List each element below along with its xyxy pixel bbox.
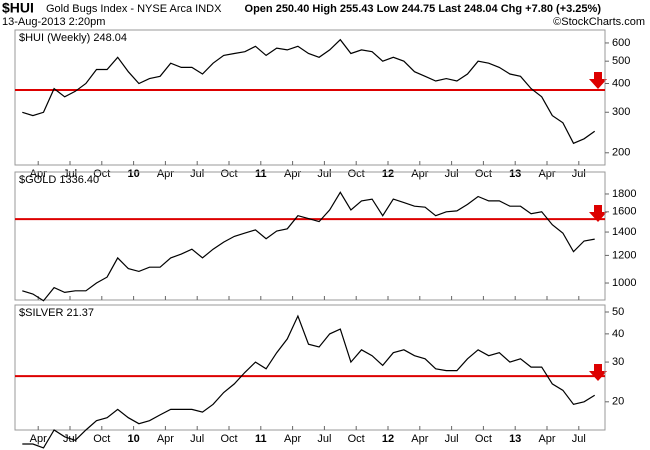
panel-title: $GOLD 1336.40 (19, 174, 99, 186)
arrow (589, 72, 607, 89)
index-name: Gold Bugs Index - NYSE Arca INDX (46, 3, 222, 15)
x-tick-label: 13 (509, 168, 521, 180)
x-tick-label: Oct (93, 168, 110, 180)
x-tick-label: Apr (411, 433, 428, 445)
x-tick-label: Oct (475, 433, 492, 445)
x-tick-label: 12 (382, 168, 394, 180)
x-tick-label: Jul (317, 168, 331, 180)
y-tick-label: 1400 (612, 226, 636, 238)
date: 13-Aug-2013 2:20pm (2, 16, 105, 28)
credit: ©StockCharts.com (553, 16, 645, 28)
x-tick-label: Jul (190, 433, 204, 445)
y-tick-label: 20 (612, 396, 624, 408)
quote: Open 250.40 High 255.43 Low 244.75 Last … (245, 3, 602, 15)
arrow (589, 364, 607, 381)
arrow (589, 205, 607, 222)
x-tick-label: Apr (157, 168, 174, 180)
price-line (22, 38, 596, 145)
x-tick-label: Jul (445, 433, 459, 445)
panel-frame (14, 29, 606, 166)
x-tick-label: Apr (538, 433, 555, 445)
symbol: $HUI (2, 0, 34, 16)
y-tick-label: 30 (612, 356, 624, 368)
y-tick-label: 1000 (612, 277, 636, 289)
x-tick-label: Jul (445, 168, 459, 180)
x-tick-label: Apr (30, 433, 47, 445)
x-tick-label: Oct (220, 168, 237, 180)
panel-title: $HUI (Weekly) 248.04 (19, 32, 127, 44)
x-tick-label: 13 (509, 433, 521, 445)
x-tick-label: 10 (127, 168, 139, 180)
price-line (22, 314, 596, 449)
y-tick-label: 400 (612, 77, 630, 89)
x-tick-label: Apr (157, 433, 174, 445)
panel-frame (14, 171, 606, 301)
x-tick-label: Jul (572, 168, 586, 180)
y-tick-label: 40 (612, 328, 624, 340)
x-tick-label: Oct (475, 168, 492, 180)
panel-frame (14, 304, 606, 431)
x-tick-label: Apr (284, 168, 301, 180)
x-tick-label: Apr (284, 433, 301, 445)
y-tick-label: 500 (612, 55, 630, 67)
panel-title: $SILVER 21.37 (19, 307, 94, 319)
y-tick-label: 200 (612, 147, 630, 159)
x-tick-label: 12 (382, 433, 394, 445)
y-tick-label: 50 (612, 306, 624, 318)
y-tick-label: 1200 (612, 249, 636, 261)
y-tick-label: 1600 (612, 206, 636, 218)
arrows (589, 72, 607, 381)
x-tick-label: Apr (538, 168, 555, 180)
x-tick-label: Oct (220, 433, 237, 445)
x-tick-label: Jul (317, 433, 331, 445)
x-tick-label: 11 (255, 433, 267, 445)
y-tick-label: 300 (612, 106, 630, 118)
x-tick-label: Apr (30, 168, 47, 180)
price-line (22, 191, 595, 302)
x-tick-label: Jul (572, 433, 586, 445)
x-tick-label: Jul (190, 168, 204, 180)
x-tick-label: Apr (411, 168, 428, 180)
x-tick-label: 11 (255, 168, 267, 180)
x-tick-label: Oct (93, 433, 110, 445)
x-tick-label: Jul (63, 168, 77, 180)
y-tick-label: 600 (612, 37, 630, 49)
y-tick-label: 1800 (612, 188, 636, 200)
x-tick-label: Oct (348, 168, 365, 180)
x-tick-label: 10 (127, 433, 139, 445)
x-tick-label: Oct (348, 433, 365, 445)
